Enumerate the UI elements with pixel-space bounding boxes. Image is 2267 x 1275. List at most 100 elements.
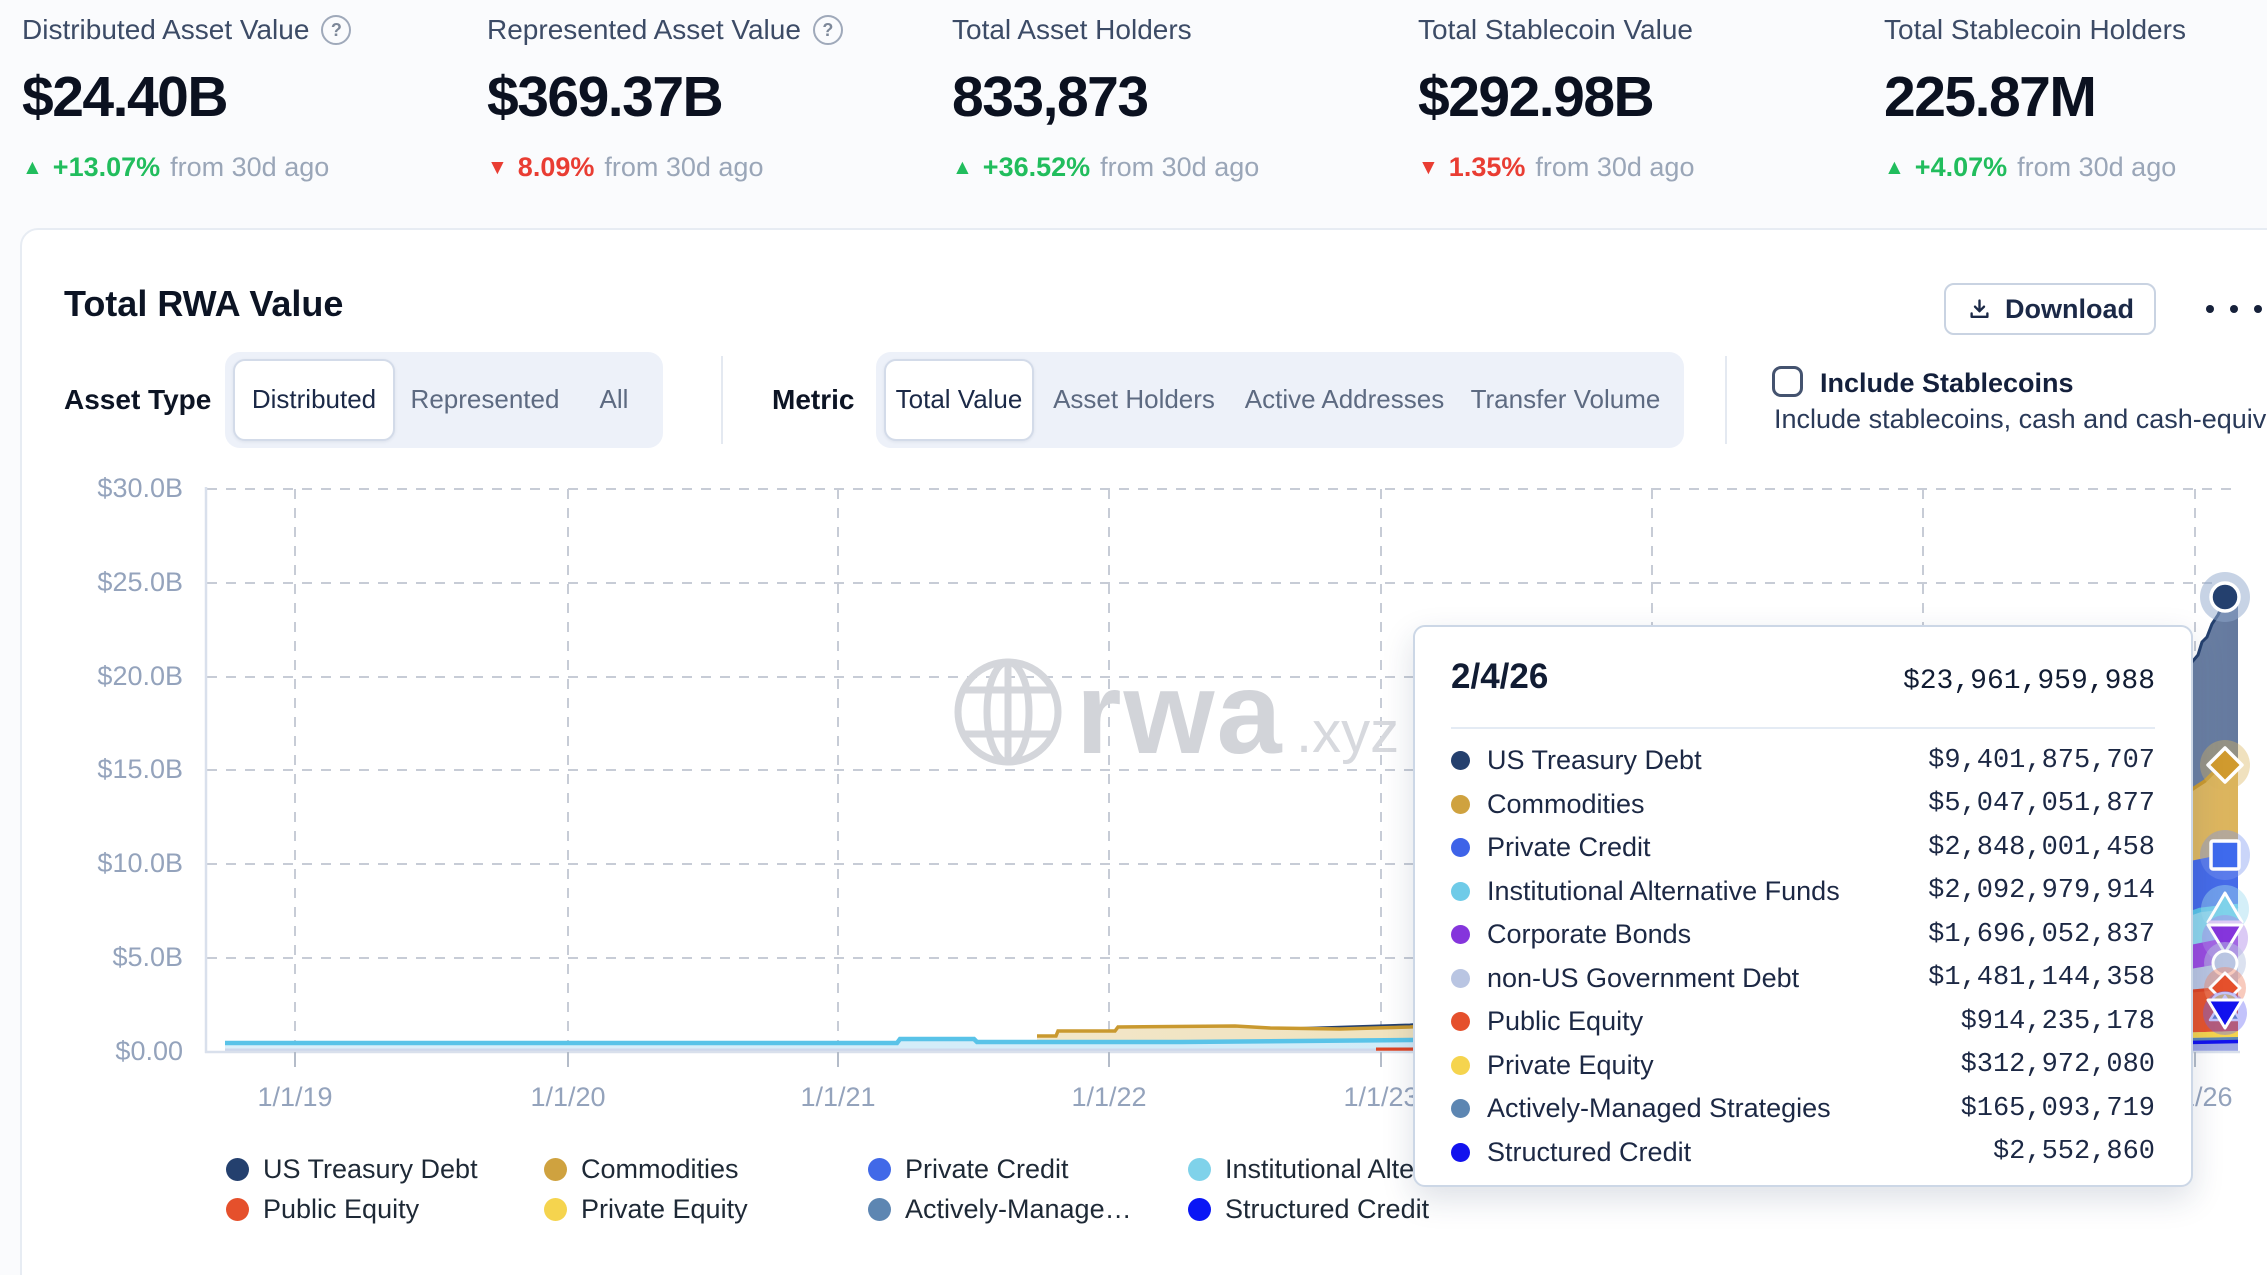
- legend-dot-icon: [1188, 1157, 1211, 1181]
- include-stablecoins-description: Include stablecoins, cash and cash-equiv…: [1774, 404, 2267, 434]
- y-tick-label: $10.0B: [97, 848, 183, 878]
- series-dot-icon: [1451, 838, 1470, 858]
- include-stablecoins-checkbox[interactable]: [1772, 366, 1803, 397]
- legend-public-equity[interactable]: Public Equity: [226, 1193, 419, 1225]
- metric-segmented-control: Total Value Asset Holders Active Address…: [876, 352, 1684, 448]
- dot-icon: [2254, 305, 2262, 313]
- metric-option-total-value[interactable]: Total Value: [884, 359, 1034, 441]
- stat-represented-asset-value: Represented Asset Value ? $369.37B ▼ 8.09…: [487, 10, 843, 183]
- legend-actively-managed-strategies[interactable]: Actively-Manage…: [868, 1193, 1132, 1225]
- more-options-button[interactable]: [2206, 300, 2262, 318]
- stat-label: Total Stablecoin Holders: [1884, 14, 2186, 45]
- help-icon[interactable]: ?: [812, 15, 843, 45]
- divider: [1725, 356, 1727, 444]
- download-icon: [1970, 298, 1989, 318]
- stat-value: 225.87M: [1884, 65, 2097, 129]
- legend-dot-icon: [868, 1197, 891, 1221]
- stat-distributed-asset-value: Distributed Asset Value ? $24.40B ▲ +13.0…: [22, 10, 352, 183]
- marker-corporate-bonds: [2206, 923, 2244, 955]
- area-lower-series-left: [225, 1048, 1410, 1052]
- legend-commodities[interactable]: Commodities: [544, 1153, 739, 1185]
- help-icon[interactable]: ?: [321, 15, 352, 45]
- metric-option-asset-holders[interactable]: Asset Holders: [1053, 384, 1215, 415]
- dot-icon: [2230, 305, 2238, 313]
- tooltip-row: Private Credit $2,848,001,458: [1451, 826, 2155, 870]
- legend-dot-icon: [544, 1197, 567, 1221]
- x-tick-label: 1/1/21: [800, 1082, 876, 1112]
- watermark-name: rwa: [1076, 647, 1284, 778]
- asset-type-segmented-control: Distributed Represented All: [225, 352, 663, 448]
- series-dot-icon: [1451, 1142, 1470, 1162]
- divider: [721, 356, 723, 444]
- metric-label: Metric: [772, 384, 855, 415]
- legend-dot-icon: [544, 1157, 567, 1181]
- marker-private-credit: [2209, 839, 2241, 871]
- stat-total-stablecoin-holders: Total Stablecoin Holders 225.87M ▲ +4.07%…: [1884, 10, 2186, 183]
- series-dot-icon: [1451, 794, 1470, 814]
- legend-dot-icon: [226, 1197, 249, 1221]
- delta-percent: 1.35%: [1448, 152, 1526, 182]
- up-arrow-icon: ▲: [952, 155, 973, 179]
- delta-percent: +13.07%: [52, 152, 161, 182]
- down-arrow-icon: ▼: [487, 155, 508, 179]
- marker-commodities: [2206, 746, 2244, 784]
- stat-value: $292.98B: [1418, 65, 1655, 129]
- stat-label: Distributed Asset Value: [22, 14, 310, 45]
- hover-markers: [2200, 572, 2250, 1035]
- legend-private-credit[interactable]: Private Credit: [868, 1153, 1069, 1185]
- download-label: Download: [2005, 293, 2134, 324]
- series-dot-icon: [1451, 751, 1470, 771]
- delta-suffix: from 30d ago: [170, 152, 330, 182]
- include-stablecoins-label: Include Stablecoins: [1820, 368, 2074, 398]
- legend-private-equity[interactable]: Private Equity: [544, 1193, 748, 1225]
- metric-option-transfer-volume[interactable]: Transfer Volume: [1470, 384, 1661, 415]
- stat-label: Total Asset Holders: [952, 14, 1192, 45]
- tooltip-row: Public Equity $914,235,178: [1451, 1000, 2155, 1044]
- tooltip-total-value: $23,961,959,988: [1902, 666, 2155, 697]
- series-dot-icon: [1451, 1099, 1470, 1119]
- watermark-tld: .xyz: [1296, 700, 1399, 765]
- delta-percent: +36.52%: [982, 152, 1091, 182]
- y-tick-label: $25.0B: [97, 567, 183, 597]
- series-dot-icon: [1451, 1012, 1470, 1032]
- chart-tooltip: 2/4/26 $23,961,959,988 US Treasury Debt …: [1413, 625, 2193, 1187]
- tooltip-date: 2/4/26: [1451, 657, 1549, 696]
- legend-dot-icon: [226, 1157, 249, 1181]
- marker-us-treasury-debt: [2209, 581, 2241, 613]
- x-tick-label: 1/1/22: [1071, 1082, 1147, 1112]
- series-dot-icon: [1451, 881, 1470, 901]
- delta-suffix: from 30d ago: [1535, 152, 1695, 182]
- tooltip-row: US Treasury Debt $9,401,875,707: [1451, 739, 2155, 783]
- x-tick-label: 1/1/20: [530, 1082, 606, 1112]
- delta-suffix: from 30d ago: [1100, 152, 1260, 182]
- stat-total-stablecoin-value: Total Stablecoin Value $292.98B ▼ 1.35% fr…: [1418, 10, 1694, 183]
- stat-value: $24.40B: [22, 65, 229, 129]
- metric-option-active-addresses[interactable]: Active Addresses: [1244, 384, 1445, 415]
- series-dot-icon: [1451, 1055, 1470, 1075]
- series-dot-icon: [1451, 968, 1470, 988]
- tooltip-row: Actively-Managed Strategies $165,093,719: [1451, 1087, 2155, 1131]
- tooltip-row: Institutional Alternative Funds $2,092,9…: [1451, 870, 2155, 914]
- asset-type-option-all[interactable]: All: [599, 384, 629, 415]
- marker-structured-credit: [2206, 998, 2244, 1030]
- y-tick-label: $30.0B: [97, 473, 183, 503]
- asset-type-option-represented[interactable]: Represented: [410, 384, 560, 415]
- y-tick-label: $15.0B: [97, 754, 183, 784]
- down-arrow-icon: ▼: [1418, 155, 1439, 179]
- legend-dot-icon: [868, 1157, 891, 1181]
- delta-suffix: from 30d ago: [604, 152, 764, 182]
- download-button[interactable]: Download: [1944, 283, 2156, 335]
- legend-us-treasury-debt[interactable]: US Treasury Debt: [226, 1153, 478, 1185]
- divider: [1451, 727, 2155, 729]
- legend-structured-credit[interactable]: Structured Credit: [1188, 1193, 1429, 1225]
- asset-type-option-distributed[interactable]: Distributed: [233, 359, 395, 441]
- tooltip-row: Commodities $5,047,051,877: [1451, 783, 2155, 827]
- page-title: Total RWA Value: [64, 283, 344, 324]
- up-arrow-icon: ▲: [1884, 155, 1905, 179]
- y-tick-label: $20.0B: [97, 661, 183, 691]
- tooltip-row: Structured Credit $2,552,860: [1451, 1131, 2155, 1175]
- marker-institutional-alternative-funds: [2206, 891, 2244, 924]
- x-tick-label: 1/1/19: [257, 1082, 333, 1112]
- stat-value: $369.37B: [487, 65, 724, 129]
- tooltip-row: non-US Government Debt $1,481,144,358: [1451, 957, 2155, 1001]
